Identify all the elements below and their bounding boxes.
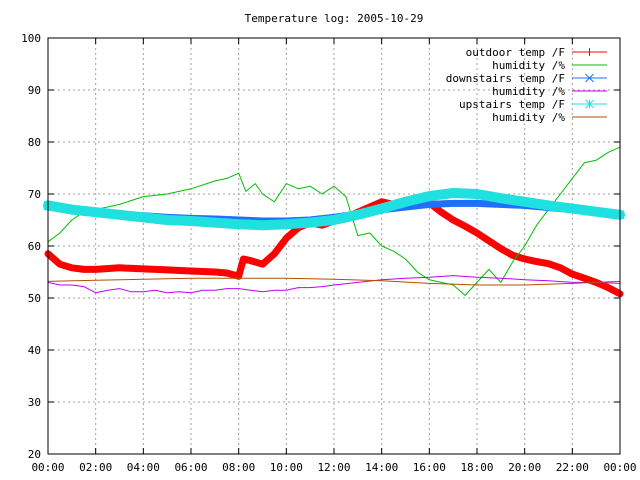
x-tick-label: 20:00 (508, 461, 541, 474)
series-3 (47, 275, 621, 294)
x-tick-label: 22:00 (556, 461, 589, 474)
legend-label: humidity /% (492, 85, 565, 98)
chart-title: Temperature log: 2005-10-29 (245, 12, 424, 25)
y-tick-label: 100 (21, 32, 41, 45)
series-layer (43, 146, 625, 298)
y-tick-label: 20 (28, 448, 41, 461)
x-axis: 00:00 02:00 04:00 06:00 08:00 10:00 12:00 14:00… (31, 38, 637, 474)
y-tick-label: 30 (28, 396, 41, 409)
series-5 (47, 277, 621, 286)
y-tick-label: 90 (28, 84, 41, 97)
legend-label: upstairs temp /F (459, 98, 565, 111)
y-tick-label: 70 (28, 188, 41, 201)
series-line (47, 277, 621, 286)
legend-label: outdoor temp /F (466, 46, 565, 59)
y-tick-label: 40 (28, 344, 41, 357)
x-tick-label: 06:00 (174, 461, 207, 474)
x-tick-label: 14:00 (365, 461, 398, 474)
x-tick-label: 12:00 (317, 461, 350, 474)
y-tick-label: 60 (28, 240, 41, 253)
x-tick-label: 00:00 (31, 461, 64, 474)
grid (48, 38, 620, 454)
legend-label: downstairs temp /F (446, 72, 565, 85)
x-tick-label: 02:00 (79, 461, 112, 474)
legend-label: humidity /% (492, 111, 565, 124)
series-markers (43, 188, 625, 230)
y-tick-label: 80 (28, 136, 41, 149)
x-tick-label: 18:00 (460, 461, 493, 474)
series-line (47, 146, 621, 296)
series-line (47, 275, 621, 294)
x-tick-label: 10:00 (270, 461, 303, 474)
x-tick-label: 08:00 (222, 461, 255, 474)
series-4 (43, 188, 625, 231)
x-tick-label: 00:00 (603, 461, 636, 474)
x-tick-label: 16:00 (413, 461, 446, 474)
y-axis: 20 30 40 50 60 70 80 90 100 (21, 32, 620, 461)
y-tick-label: 50 (28, 292, 41, 305)
legend-label: humidity /% (492, 59, 565, 72)
x-tick-label: 04:00 (127, 461, 160, 474)
series-1 (47, 146, 621, 296)
